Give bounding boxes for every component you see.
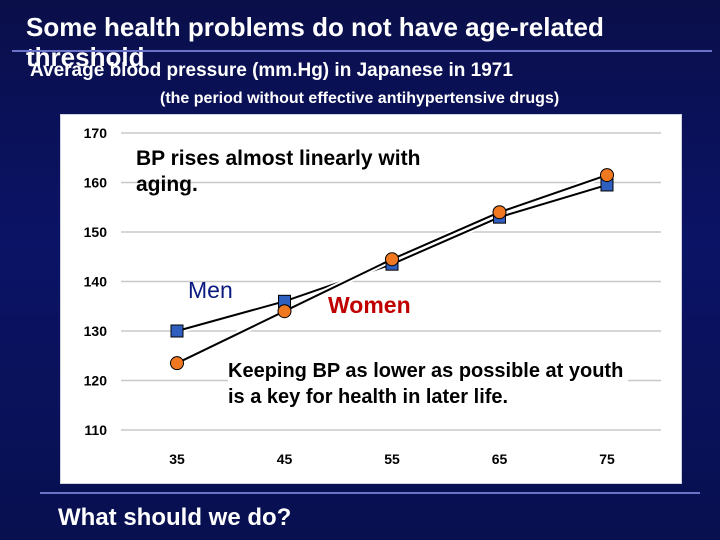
bottom-divider	[40, 492, 700, 494]
annotation-keeping-bp: Keeping BP as lower as possible at youth…	[228, 358, 628, 410]
x-tick-label: 65	[492, 451, 508, 467]
y-tick-label: 160	[84, 175, 108, 191]
y-tick-label: 170	[84, 125, 108, 141]
chart-subtitle-note: (the period without effective antihypert…	[160, 90, 560, 107]
x-tick-label: 45	[277, 451, 293, 467]
data-point-women	[385, 252, 399, 267]
chart-subtitle: Average blood pressure (mm.Hg) in Japane…	[30, 60, 513, 81]
data-point-men	[170, 324, 184, 338]
data-point-women	[170, 356, 184, 371]
y-tick-label: 110	[84, 422, 107, 438]
x-tick-label: 55	[384, 451, 400, 467]
y-tick-label: 140	[84, 274, 108, 290]
chart-area: 110 120 130 140 150 160 170 35 45 55 65 75	[60, 114, 682, 484]
y-tick-label: 130	[84, 323, 108, 339]
y-tick-label: 120	[84, 373, 108, 389]
title-divider	[12, 50, 712, 52]
label-men: Men	[188, 277, 233, 303]
slide-title: Some health problems do not have age-rel…	[26, 12, 604, 72]
y-tick-label: 150	[84, 224, 108, 240]
data-point-women	[492, 205, 507, 220]
question-text: What should we do?	[58, 504, 292, 531]
data-point-women	[277, 304, 292, 319]
x-tick-label: 75	[599, 451, 615, 467]
x-tick-label: 35	[169, 451, 185, 467]
annotation-bp-rises: BP rises almost linearly with aging.	[136, 147, 421, 196]
label-women: Women	[328, 292, 411, 318]
data-point-women	[600, 168, 614, 183]
